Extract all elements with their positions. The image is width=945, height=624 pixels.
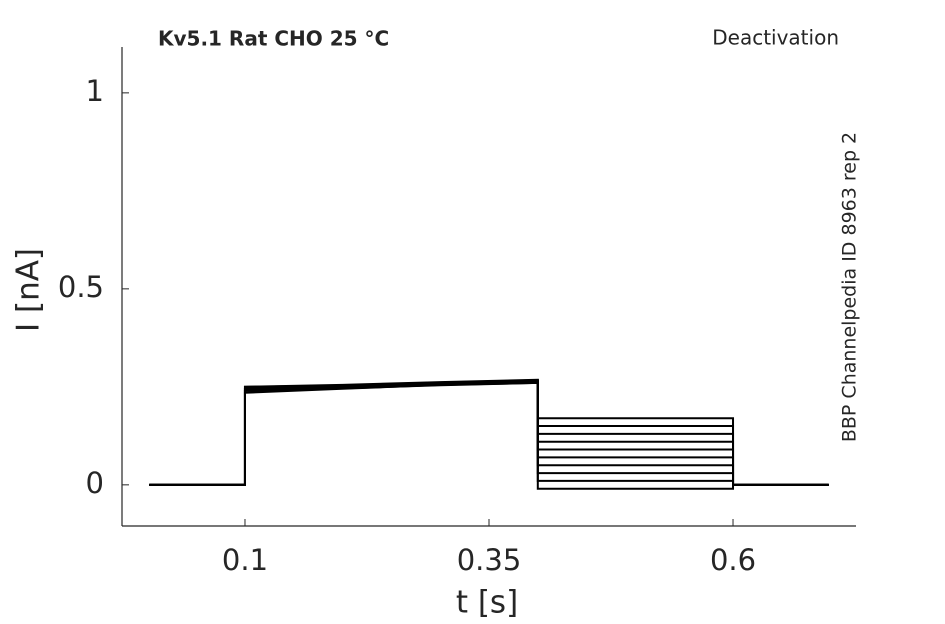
y-tick-label: 0: [86, 466, 104, 500]
x-axis-label: t [s]: [456, 585, 518, 621]
trace: [149, 378, 829, 486]
y-tick-label: 0.5: [58, 270, 104, 304]
chart-title: Kv5.1 Rat CHO 25 °C: [158, 27, 389, 51]
annotation: Deactivation: [712, 26, 839, 50]
trace: [149, 380, 829, 490]
trace: [149, 381, 829, 486]
trace: [149, 379, 829, 486]
x-tick-label: 0.1: [222, 543, 268, 577]
x-tick-label: 0.6: [710, 543, 756, 577]
y-tick-label: 1: [86, 74, 104, 108]
y-axis-label: I [nA]: [11, 248, 47, 332]
x-tick-label: 0.35: [457, 543, 522, 577]
side-note: BBP Channelpedia ID 8963 rep 2: [839, 132, 861, 442]
trace: [149, 379, 829, 486]
